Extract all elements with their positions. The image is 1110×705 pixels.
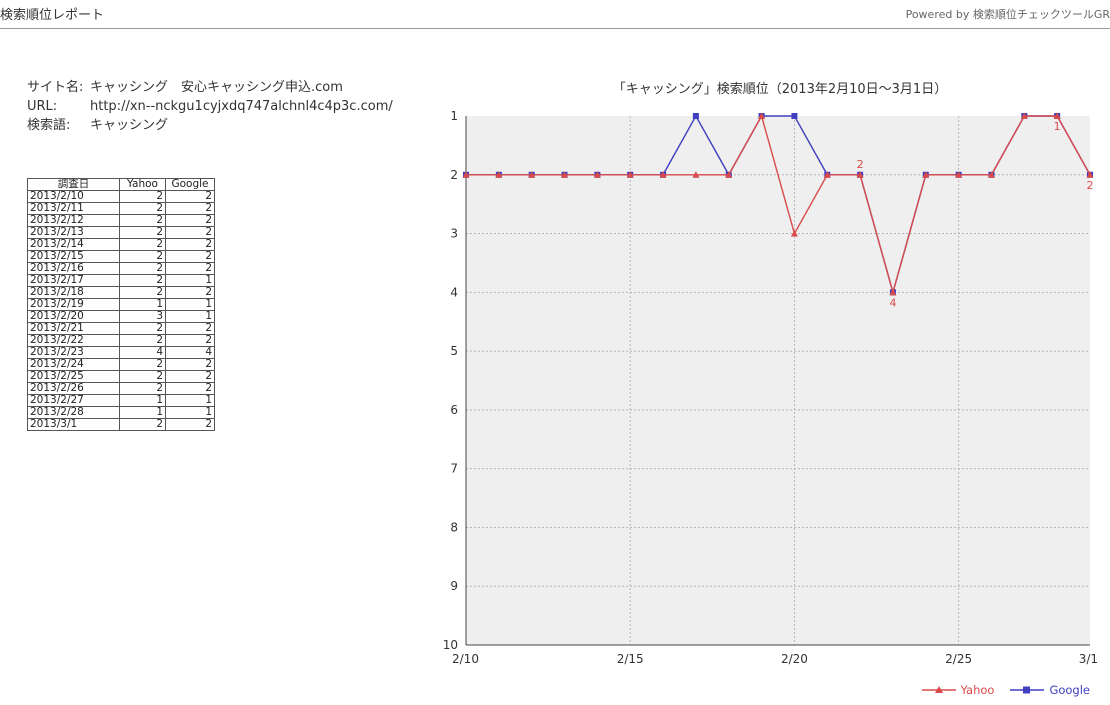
y-tick-label: 4 [450,285,458,299]
table-row: 2013/2/26 2 2 [27,382,215,395]
x-tick-label: 2/20 [781,652,808,666]
data-label: 1 [1054,120,1061,133]
data-point-yahoo [823,171,831,178]
data-point-yahoo [889,288,897,296]
data-point-google [692,113,699,119]
data-point-yahoo [561,171,569,178]
legend-label-google: Google [1049,683,1090,697]
x-tick-label: 2/25 [945,652,972,666]
data-point-yahoo [922,171,930,178]
site-info: サイト名: キャッシング 安心キャッシング申込.com URL: http://… [27,78,393,135]
data-point-yahoo [462,171,470,178]
chart-legend: Yahoo Google [921,683,1090,697]
table-row: 2013/2/14 2 2 [27,238,215,251]
chart-title: 「キャッシング」検索順位（2013年2月10日～3月1日） [612,82,948,97]
x-tick-label: 2/15 [617,652,644,666]
data-point-yahoo [790,230,798,237]
data-point-yahoo [692,171,700,178]
data-point-google [791,113,798,119]
plot-area [466,116,1090,645]
y-tick-label: 3 [450,227,458,241]
cell-google-rank: 2 [165,418,215,431]
y-tick-label: 6 [450,403,458,417]
cell-date: 2013/3/1 [27,418,120,431]
cell-yahoo-rank: 2 [119,418,166,431]
keyword-label: 検索語: [27,118,71,133]
table-row: 2013/2/19 1 1 [27,298,215,311]
series-line-yahoo [466,114,1091,295]
data-point-yahoo [1020,112,1028,119]
legend-label-yahoo: Yahoo [960,683,995,697]
yahoo-series-marker-icon [921,686,956,693]
data-point-yahoo [626,171,634,178]
x-tick-label: 2/10 [452,652,479,666]
table-row: 2013/2/12 2 2 [27,214,215,227]
x-tick-label: 3/1 [1079,652,1098,666]
site-name-label: サイト名: [27,80,84,95]
page-title: 検索順位レポート [0,8,105,23]
legend-item-yahoo: Yahoo [921,683,995,697]
table-row: 2013/2/17 2 1 [27,274,215,287]
powered-by-text: Powered by 検索順位チェックツールGR [905,8,1110,21]
y-tick-label: 2 [450,168,458,182]
y-tick-label: 8 [450,520,458,534]
y-tick-label: 7 [450,462,458,476]
table-row: 2013/2/16 2 2 [27,262,215,275]
data-point-yahoo [1053,112,1061,119]
data-point-yahoo [856,171,864,178]
table-row: 2013/3/1 2 2 [27,418,215,431]
site-name-value: キャッシング 安心キャッシング申込.com [90,80,343,95]
data-point-yahoo [593,171,601,178]
data-point-yahoo [659,171,667,178]
table-row: 2013/2/13 2 2 [27,226,215,239]
data-point-yahoo [1086,171,1094,178]
google-series-marker-icon [1010,686,1045,694]
y-tick-label: 10 [443,638,458,652]
data-label: 4 [889,296,896,309]
data-point-yahoo [987,171,995,178]
table-row: 2013/2/20 3 1 [27,310,215,323]
url-label: URL: [27,99,58,114]
data-point-yahoo [495,171,503,178]
y-tick-label: 9 [450,579,458,593]
legend-item-google: Google [1010,683,1090,697]
url-value: http://xn--nckgu1cyjxdq747alchnl4c4p3c.c… [90,99,393,114]
data-point-yahoo [955,171,963,178]
y-tick-label: 5 [450,344,458,358]
ranking-table: 調査日 Yahoo Google 2013/2/10 2 2 2013/2/11 2 2 2… [27,178,215,431]
table-row: 2013/2/27 1 1 [27,394,215,407]
data-label: 2 [857,158,864,171]
data-point-yahoo [528,171,536,178]
y-tick-label: 1 [450,109,458,123]
data-label: 2 [1087,179,1094,192]
top-bar: 検索順位レポート Powered by 検索順位チェックツールGR [0,0,1110,29]
keyword-value: キャッシング [90,118,169,133]
table-header-row: 調査日 Yahoo Google [27,178,215,191]
data-point-yahoo [725,171,733,178]
data-point-yahoo [758,112,766,119]
